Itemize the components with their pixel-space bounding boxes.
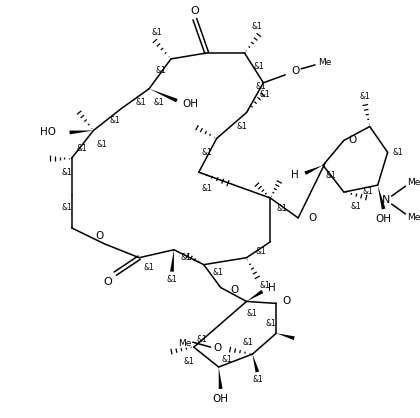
Polygon shape	[304, 165, 323, 175]
Text: O: O	[95, 231, 103, 241]
Text: &1: &1	[221, 354, 232, 364]
Polygon shape	[170, 250, 174, 272]
Text: &1: &1	[156, 66, 166, 75]
Text: H: H	[268, 283, 276, 293]
Polygon shape	[252, 354, 259, 372]
Text: &1: &1	[154, 98, 164, 107]
Text: &1: &1	[362, 186, 373, 196]
Text: &1: &1	[181, 253, 191, 262]
Text: OH: OH	[375, 214, 391, 224]
Text: &1: &1	[96, 140, 107, 149]
Text: &1: &1	[255, 247, 266, 256]
Text: &1: &1	[61, 202, 72, 212]
Text: &1: &1	[350, 201, 361, 211]
Text: &1: &1	[152, 28, 163, 37]
Text: &1: &1	[252, 375, 263, 385]
Text: Me: Me	[407, 178, 420, 187]
Text: Me: Me	[407, 214, 420, 222]
Text: O: O	[291, 66, 299, 76]
Text: &1: &1	[184, 357, 194, 366]
Polygon shape	[378, 185, 386, 209]
Polygon shape	[247, 290, 263, 301]
Text: Me: Me	[178, 339, 192, 348]
Text: &1: &1	[61, 168, 72, 177]
Text: &1: &1	[110, 116, 121, 125]
Text: &1: &1	[197, 335, 207, 344]
Text: HO: HO	[39, 127, 56, 138]
Text: &1: &1	[76, 144, 87, 153]
Polygon shape	[276, 333, 295, 340]
Text: &1: &1	[277, 204, 288, 212]
Text: O: O	[349, 135, 357, 145]
Text: Me: Me	[318, 59, 332, 67]
Text: &1: &1	[259, 281, 270, 290]
Text: &1: &1	[246, 309, 257, 318]
Text: &1: &1	[236, 122, 247, 131]
Text: &1: &1	[253, 62, 264, 71]
Text: N: N	[381, 195, 390, 205]
Text: OH: OH	[183, 99, 199, 109]
Text: &1: &1	[167, 275, 177, 284]
Text: &1: &1	[201, 148, 212, 157]
Text: &1: &1	[260, 90, 271, 99]
Text: &1: &1	[326, 171, 336, 180]
Text: OH: OH	[213, 394, 228, 404]
Text: O: O	[190, 6, 199, 16]
Text: &1: &1	[212, 268, 223, 277]
Text: &1: &1	[255, 82, 266, 91]
Text: &1: &1	[242, 338, 253, 347]
Text: &1: &1	[360, 92, 370, 101]
Text: O: O	[282, 296, 291, 306]
Text: &1: &1	[136, 98, 147, 107]
Text: &1: &1	[201, 184, 212, 193]
Polygon shape	[219, 367, 223, 389]
Polygon shape	[69, 130, 93, 134]
Text: H: H	[291, 170, 299, 180]
Text: &1: &1	[251, 22, 262, 31]
Text: O: O	[308, 213, 316, 223]
Text: &1: &1	[392, 148, 403, 157]
Text: O: O	[103, 277, 112, 287]
Text: &1: &1	[266, 319, 277, 328]
Text: &1: &1	[144, 263, 155, 272]
Polygon shape	[149, 89, 178, 102]
Text: O: O	[213, 343, 222, 353]
Text: O: O	[231, 285, 239, 295]
